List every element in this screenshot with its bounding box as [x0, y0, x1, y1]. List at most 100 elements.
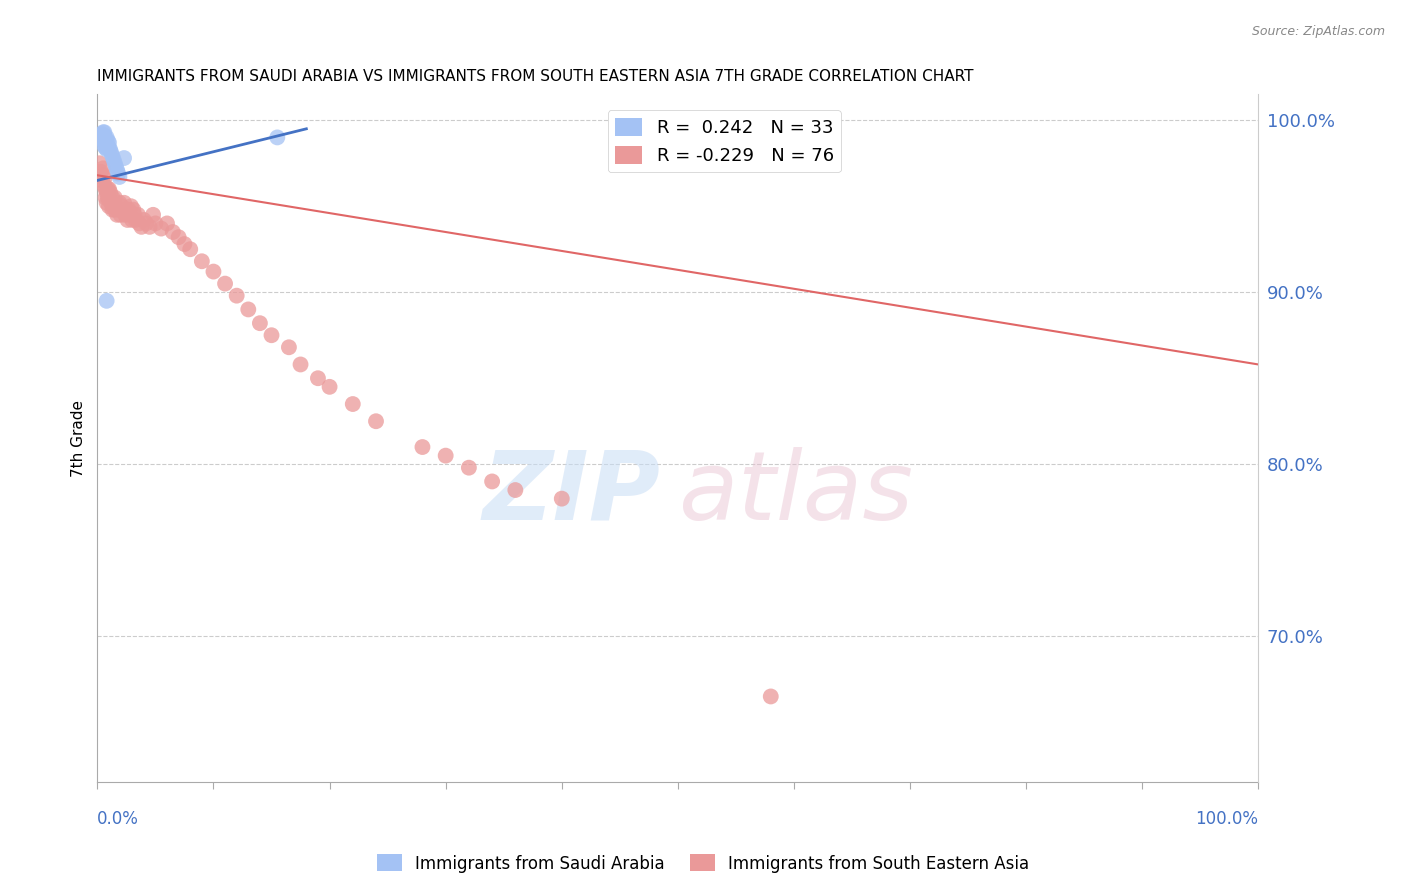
Point: [551, 491, 574, 506]
Text: Source: ZipAtlas.com: Source: ZipAtlas.com: [1251, 25, 1385, 38]
Point: [97, 136, 120, 150]
Point: [96, 143, 118, 157]
Point: [97, 182, 120, 196]
Point: [290, 358, 312, 372]
Point: [97, 141, 120, 155]
Y-axis label: 7th Grade: 7th Grade: [72, 400, 86, 477]
Point: [117, 213, 139, 227]
Point: [98, 194, 121, 208]
Point: [124, 213, 146, 227]
Point: [481, 475, 503, 489]
Point: [93, 134, 115, 148]
Point: [97, 191, 120, 205]
Text: 0.0%: 0.0%: [97, 810, 139, 828]
Point: [97, 182, 120, 196]
Text: ZIP: ZIP: [482, 447, 661, 540]
Point: [101, 202, 124, 217]
Point: [105, 163, 128, 178]
Point: [238, 302, 260, 317]
Point: [505, 483, 527, 497]
Point: [127, 208, 149, 222]
Point: [94, 182, 117, 196]
Point: [110, 208, 132, 222]
Point: [120, 199, 142, 213]
Text: 100.0%: 100.0%: [1195, 810, 1258, 828]
Text: atlas: atlas: [678, 447, 912, 540]
Point: [91, 125, 114, 139]
Point: [94, 132, 117, 146]
Point: [118, 202, 141, 217]
Point: [107, 167, 129, 181]
Point: [96, 293, 118, 308]
Point: [93, 125, 115, 139]
Point: [108, 169, 131, 184]
Point: [111, 202, 134, 217]
Point: [307, 371, 329, 385]
Point: [411, 440, 433, 454]
Point: [107, 202, 129, 217]
Point: [96, 137, 118, 152]
Point: [100, 195, 122, 210]
Point: [97, 134, 120, 148]
Point: [94, 141, 117, 155]
Point: [104, 156, 127, 170]
Point: [97, 191, 120, 205]
Point: [103, 199, 125, 213]
Point: [100, 145, 122, 160]
Point: [91, 130, 114, 145]
Point: [90, 165, 112, 179]
Point: [96, 195, 118, 210]
Point: [249, 316, 271, 330]
Point: [131, 219, 153, 234]
Point: [121, 213, 143, 227]
Point: [97, 199, 120, 213]
Point: [97, 139, 120, 153]
Point: [91, 134, 114, 148]
Point: [112, 195, 135, 210]
Point: [115, 202, 138, 217]
Point: [150, 221, 173, 235]
Point: [104, 191, 127, 205]
Legend: Immigrants from Saudi Arabia, Immigrants from South Eastern Asia: Immigrants from Saudi Arabia, Immigrants…: [370, 847, 1036, 880]
Point: [122, 202, 145, 217]
Point: [94, 136, 117, 150]
Point: [225, 288, 247, 302]
Point: [132, 213, 155, 227]
Point: [91, 168, 114, 182]
Point: [93, 178, 115, 193]
Point: [104, 199, 127, 213]
Point: [364, 414, 387, 428]
Point: [128, 216, 150, 230]
Point: [93, 128, 115, 143]
Point: [96, 130, 118, 145]
Point: [91, 130, 114, 145]
Point: [108, 195, 131, 210]
Point: [138, 219, 160, 234]
Point: [104, 160, 127, 174]
Point: [91, 127, 114, 141]
Point: [135, 216, 157, 230]
Text: IMMIGRANTS FROM SAUDI ARABIA VS IMMIGRANTS FROM SOUTH EASTERN ASIA 7TH GRADE COR: IMMIGRANTS FROM SAUDI ARABIA VS IMMIGRAN…: [97, 69, 974, 84]
Point: [114, 208, 136, 222]
Point: [173, 237, 195, 252]
Point: [202, 264, 225, 278]
Point: [759, 690, 782, 704]
Legend: R =  0.242   N = 33, R = -0.229   N = 76: R = 0.242 N = 33, R = -0.229 N = 76: [607, 111, 841, 172]
Point: [104, 202, 127, 217]
Point: [91, 161, 114, 176]
Point: [105, 208, 128, 222]
Point: [89, 156, 111, 170]
Point: [179, 242, 201, 256]
Point: [98, 143, 121, 157]
Point: [94, 191, 117, 205]
Point: [142, 208, 165, 222]
Point: [91, 173, 114, 187]
Point: [90, 128, 112, 143]
Point: [145, 216, 167, 230]
Point: [96, 186, 118, 200]
Point: [103, 153, 125, 167]
Point: [93, 139, 115, 153]
Point: [167, 230, 190, 244]
Point: [93, 171, 115, 186]
Point: [277, 340, 299, 354]
